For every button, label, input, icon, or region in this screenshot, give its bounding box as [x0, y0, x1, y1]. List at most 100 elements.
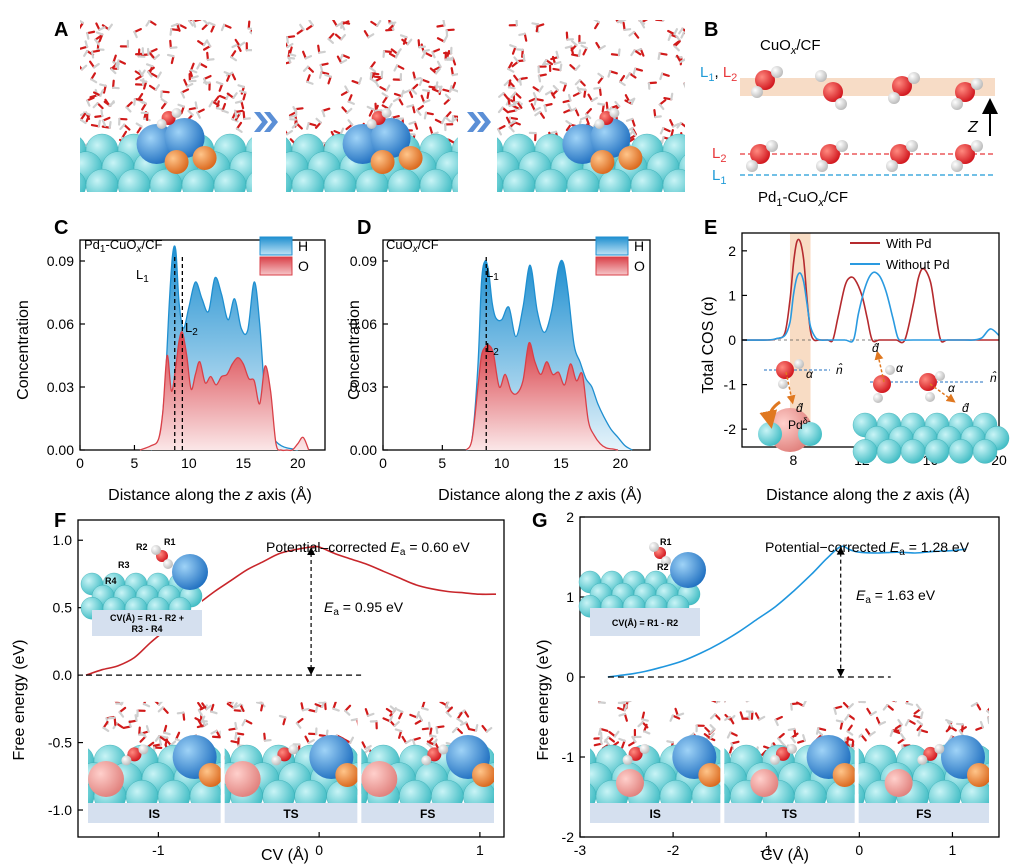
- water-bond: [616, 20, 624, 24]
- e-y-tick-label: 2: [728, 243, 736, 259]
- h-atom: [836, 140, 848, 152]
- water-bond: [676, 712, 685, 717]
- cu-surface-atom: [245, 172, 252, 192]
- water-bond: [543, 103, 553, 107]
- water-bond: [135, 74, 144, 81]
- water-bond: [428, 727, 433, 737]
- md-snapshot: [858, 701, 990, 803]
- water-bond: [550, 56, 560, 61]
- water-bond: [286, 42, 289, 49]
- f-ea-annotation: Ea = 0.95 eV: [324, 599, 404, 618]
- o-atom: [820, 144, 840, 164]
- water-bond: [206, 51, 210, 61]
- water-bond: [452, 115, 458, 119]
- water-bond: [80, 45, 89, 50]
- water-bond: [513, 74, 520, 83]
- water-bond: [728, 746, 733, 756]
- o-atom: [823, 82, 843, 102]
- series-with-pd: [741, 238, 999, 344]
- water-bond: [227, 701, 234, 705]
- charge-arrow: [759, 400, 781, 429]
- water-bond: [223, 71, 231, 76]
- water-bond: [148, 84, 157, 91]
- water-bond: [198, 62, 208, 69]
- water-bond: [615, 20, 620, 24]
- water-bond: [234, 721, 238, 730]
- o-atom: [775, 746, 790, 761]
- water-bond: [347, 94, 353, 103]
- water-bond: [101, 125, 111, 129]
- water-bond: [95, 22, 101, 31]
- water-bond: [302, 65, 310, 72]
- water-bond: [286, 61, 292, 65]
- water-bond: [314, 703, 324, 708]
- water-bond: [654, 115, 662, 119]
- cu-oxide-atom: [370, 118, 411, 158]
- water-bond: [340, 23, 346, 31]
- water-bond: [111, 86, 120, 90]
- water-bond: [243, 719, 253, 725]
- water-bond: [869, 710, 877, 716]
- g-y-tick-label: 0: [566, 669, 574, 685]
- water-bond: [638, 20, 642, 22]
- water-bond: [382, 717, 392, 723]
- water-bond: [715, 701, 719, 704]
- water-bond: [628, 740, 637, 747]
- water-bond: [123, 123, 131, 131]
- h-atom: [421, 755, 432, 766]
- water-bond: [945, 718, 953, 724]
- h-atom: [751, 86, 763, 98]
- water-bond: [900, 733, 906, 741]
- water-bond: [154, 84, 161, 91]
- water-bond: [658, 52, 668, 56]
- r2-label: R2: [136, 542, 148, 552]
- water-bond: [122, 725, 132, 730]
- water-bond: [230, 56, 238, 62]
- water-bond: [411, 83, 419, 91]
- water-bond: [332, 20, 338, 28]
- water-bond: [641, 718, 649, 722]
- pd-atom: [616, 769, 644, 797]
- water-bond: [913, 714, 923, 719]
- water-bond: [802, 734, 806, 742]
- water-bond: [431, 131, 439, 136]
- h-atom: [951, 98, 963, 110]
- o-atom: [955, 144, 975, 164]
- water-bond: [170, 28, 180, 32]
- legend-swatch-o: [259, 256, 293, 276]
- water-bond: [516, 101, 523, 109]
- water-bond: [333, 130, 343, 135]
- water-bond: [115, 59, 120, 67]
- water-bond: [663, 96, 673, 101]
- water-bond: [674, 707, 679, 717]
- water-bond: [387, 103, 393, 111]
- state-label-is: IS: [149, 807, 160, 821]
- water-bond: [728, 716, 735, 725]
- water-bond: [451, 81, 457, 91]
- water-bond: [295, 122, 303, 130]
- water-bond: [117, 59, 127, 65]
- water-bond: [729, 731, 738, 737]
- water-bond: [638, 20, 646, 25]
- water-bond: [632, 30, 640, 39]
- water-bond: [80, 64, 88, 71]
- water-bond: [617, 48, 621, 57]
- water-bond: [301, 707, 310, 712]
- water-bond: [136, 125, 143, 134]
- water-bond: [562, 99, 572, 104]
- water-bond: [574, 79, 581, 86]
- water-bond: [160, 101, 168, 110]
- water-bond: [421, 701, 426, 710]
- panel-c: C 0 5 10 15 20 0.00 0.03 0.06 0.09 Pd1-CuOx/CF L…: [15, 217, 326, 504]
- g-y-tick-label: -2: [562, 829, 575, 845]
- h-atom: [138, 744, 149, 755]
- water-bond: [907, 719, 916, 725]
- water-bond: [531, 22, 540, 26]
- water-bond: [393, 64, 399, 72]
- water-bond: [774, 718, 779, 727]
- f-x-tick-label: 1: [476, 842, 484, 858]
- water-bond: [154, 701, 161, 706]
- state-label-bg: [724, 803, 855, 823]
- water-bond: [905, 701, 909, 705]
- water-bond: [206, 40, 212, 48]
